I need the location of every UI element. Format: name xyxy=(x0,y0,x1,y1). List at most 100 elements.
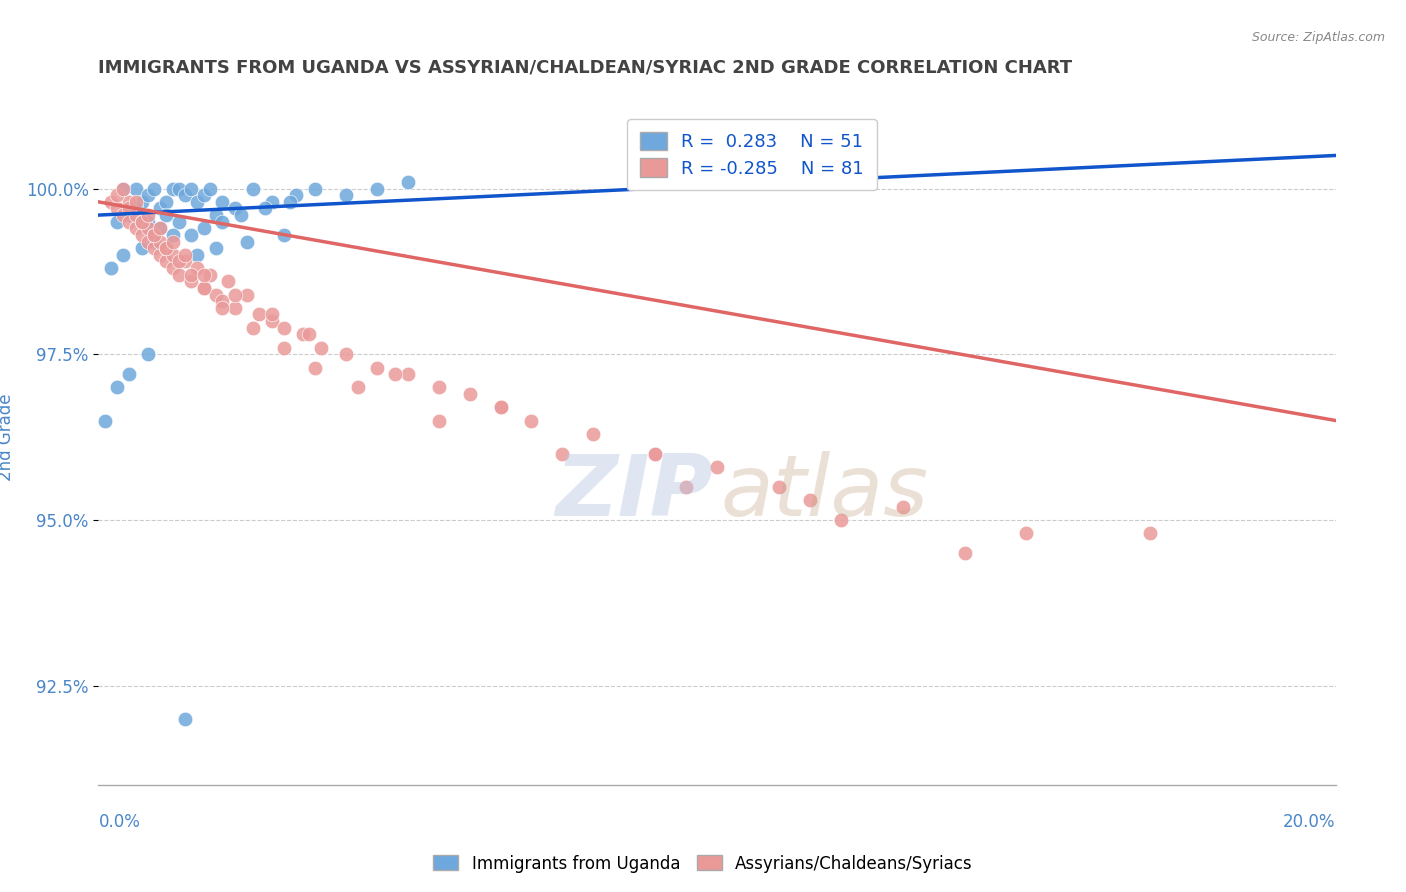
Point xyxy=(198,181,221,195)
Point xyxy=(155,241,177,255)
Point xyxy=(224,301,246,315)
Point xyxy=(396,175,419,189)
Point xyxy=(260,194,283,209)
Point xyxy=(105,188,128,202)
Point xyxy=(149,202,172,216)
Legend: R =  0.283    N = 51, R = -0.285    N = 81: R = 0.283 N = 51, R = -0.285 N = 81 xyxy=(627,120,876,190)
Point xyxy=(205,241,228,255)
Point xyxy=(193,281,215,295)
Point xyxy=(162,235,184,249)
Point xyxy=(211,194,233,209)
Point xyxy=(162,248,184,262)
Point xyxy=(285,188,308,202)
Point xyxy=(112,181,135,195)
Point xyxy=(174,188,197,202)
Point xyxy=(273,341,295,355)
Point xyxy=(143,181,166,195)
Point xyxy=(174,254,197,268)
Point xyxy=(100,194,122,209)
Point xyxy=(143,241,166,255)
Point xyxy=(112,181,135,195)
Point xyxy=(347,380,370,394)
Point xyxy=(396,367,419,381)
Point xyxy=(105,202,128,216)
Point xyxy=(224,202,246,216)
Point xyxy=(118,194,141,209)
Point xyxy=(242,320,264,334)
Point xyxy=(489,401,512,415)
Point xyxy=(174,248,197,262)
Point xyxy=(124,221,146,235)
Point xyxy=(136,221,159,235)
Point xyxy=(143,227,166,242)
Point xyxy=(205,208,228,222)
Point xyxy=(217,274,239,288)
Point xyxy=(155,208,177,222)
Point xyxy=(335,347,357,361)
Point xyxy=(136,188,159,202)
Point xyxy=(124,208,146,222)
Point xyxy=(953,546,976,560)
Point xyxy=(136,347,159,361)
Point xyxy=(105,215,128,229)
Y-axis label: 2nd Grade: 2nd Grade xyxy=(0,393,14,481)
Point xyxy=(193,221,215,235)
Point xyxy=(675,480,697,494)
Point xyxy=(644,447,666,461)
Point xyxy=(273,320,295,334)
Point xyxy=(384,367,406,381)
Point xyxy=(131,194,153,209)
Point xyxy=(211,215,233,229)
Point xyxy=(224,287,246,301)
Point xyxy=(706,459,728,474)
Point xyxy=(167,215,190,229)
Point xyxy=(136,235,159,249)
Point xyxy=(242,181,264,195)
Point xyxy=(229,208,252,222)
Legend: Immigrants from Uganda, Assyrians/Chaldeans/Syriacs: Immigrants from Uganda, Assyrians/Chalde… xyxy=(426,848,980,880)
Point xyxy=(149,221,172,235)
Point xyxy=(155,254,177,268)
Point xyxy=(155,194,177,209)
Point xyxy=(155,241,177,255)
Point xyxy=(309,341,332,355)
Point xyxy=(162,181,184,195)
Point xyxy=(260,308,283,322)
Point xyxy=(180,227,202,242)
Point xyxy=(254,202,277,216)
Point xyxy=(118,367,141,381)
Point xyxy=(118,208,141,222)
Point xyxy=(167,254,190,268)
Point xyxy=(489,401,512,415)
Point xyxy=(136,215,159,229)
Point xyxy=(582,426,605,441)
Point xyxy=(112,248,135,262)
Point xyxy=(149,248,172,262)
Point xyxy=(186,248,208,262)
Text: Source: ZipAtlas.com: Source: ZipAtlas.com xyxy=(1251,31,1385,45)
Point xyxy=(198,268,221,282)
Point xyxy=(278,194,301,209)
Point xyxy=(93,413,115,427)
Point xyxy=(458,387,481,401)
Point xyxy=(131,227,153,242)
Text: atlas: atlas xyxy=(721,451,929,534)
Point xyxy=(124,194,146,209)
Point xyxy=(830,513,852,527)
Point xyxy=(143,235,166,249)
Point xyxy=(1139,526,1161,541)
Point xyxy=(891,500,914,514)
Point xyxy=(180,181,202,195)
Text: 20.0%: 20.0% xyxy=(1284,813,1336,830)
Point xyxy=(112,208,135,222)
Point xyxy=(167,181,190,195)
Text: ZIP: ZIP xyxy=(555,451,713,534)
Point xyxy=(118,215,141,229)
Point xyxy=(124,202,146,216)
Point xyxy=(100,261,122,276)
Point xyxy=(205,287,228,301)
Point xyxy=(193,188,215,202)
Point xyxy=(520,413,543,427)
Point xyxy=(162,261,184,276)
Point xyxy=(124,181,146,195)
